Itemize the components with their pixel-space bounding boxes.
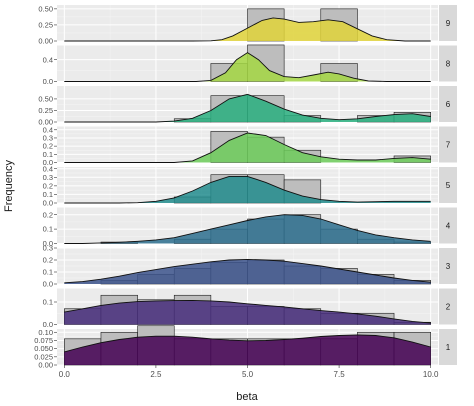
y-tick-label: 0.1 bbox=[43, 150, 53, 159]
facet-strip-label: 8 bbox=[446, 59, 451, 68]
y-tick-label: 0.25 bbox=[38, 106, 53, 115]
y-tick-label: 0.00 bbox=[38, 118, 53, 127]
facet-panel-7: 0.00.10.20.30.4 7 bbox=[43, 125, 457, 167]
y-axis-title: Frequency bbox=[3, 160, 15, 212]
density-line bbox=[64, 132, 431, 163]
y-tick-label: 0.2 bbox=[43, 210, 53, 219]
facet-panel-6: 0.00 0.25 0.50 6 bbox=[38, 86, 457, 127]
y-tick-label: 0.2 bbox=[43, 142, 53, 151]
y-tick-label: 0.00 bbox=[38, 361, 53, 370]
y-tick-label: 0.0 bbox=[43, 199, 53, 208]
density-line bbox=[64, 17, 431, 42]
density-line bbox=[64, 299, 431, 324]
y-tick-label: 0.0 bbox=[43, 77, 53, 86]
facet-panel-4: 0.0 0.1 0.2 4 bbox=[43, 207, 457, 248]
density-line bbox=[64, 175, 431, 204]
facet-strip bbox=[439, 329, 457, 365]
facet-strip bbox=[439, 207, 457, 244]
density-line bbox=[64, 93, 431, 123]
facet-panel-2: 0.0 0.1 2 bbox=[43, 288, 457, 329]
density-area bbox=[64, 133, 431, 163]
y-tick-label: 0.025 bbox=[34, 352, 53, 361]
y-tick-label: 0.1 bbox=[43, 190, 53, 199]
density-line bbox=[64, 334, 431, 353]
density-line bbox=[64, 52, 431, 82]
x-tick-label: 7.5 bbox=[334, 370, 346, 379]
facet-strip bbox=[439, 288, 457, 325]
facet-strip bbox=[439, 5, 457, 41]
facet-strip-label: 9 bbox=[446, 19, 451, 28]
y-tick-label: 0.3 bbox=[43, 173, 53, 182]
facet-panel-8: 0.0 0.4 8 bbox=[43, 44, 457, 86]
facet-strip-label: 6 bbox=[446, 100, 451, 109]
x-tick-label: 2.5 bbox=[150, 370, 162, 379]
y-tick-label: 0.1 bbox=[43, 298, 53, 307]
y-tick-label: 0.0 bbox=[43, 158, 53, 167]
y-tick-label: 0.2 bbox=[43, 256, 53, 265]
y-tick-label: 0.50 bbox=[38, 4, 53, 13]
facet-strip bbox=[439, 45, 457, 82]
facet-strip bbox=[439, 126, 457, 163]
facet-strip-label: 1 bbox=[446, 343, 451, 352]
y-tick-label: 0.0 bbox=[43, 320, 53, 329]
y-tick-label: 0.050 bbox=[34, 344, 53, 353]
y-tick-label: 0.3 bbox=[43, 134, 53, 143]
facet-panel-9: 0.00 0.25 0.50 9 bbox=[38, 4, 457, 46]
y-tick-label: 0.25 bbox=[38, 21, 53, 30]
y-tick-label: 0.10 bbox=[38, 328, 53, 337]
facet-strip-label: 3 bbox=[446, 262, 451, 271]
facet-strip-label: 2 bbox=[446, 302, 451, 311]
y-tick-label: 0.4 bbox=[43, 125, 53, 134]
facet-panel-3: 0.0 0.1 0.2 0.3 3 bbox=[43, 244, 457, 289]
x-axis-title: beta bbox=[236, 391, 258, 403]
y-tick-label: 0.2 bbox=[43, 181, 53, 190]
facet-strip-label: 4 bbox=[446, 221, 451, 230]
density-area bbox=[64, 214, 431, 244]
y-tick-label: 0.3 bbox=[43, 244, 53, 253]
x-tick-label: 10.0 bbox=[423, 370, 439, 379]
y-tick-label: 0.075 bbox=[34, 336, 53, 345]
density-line bbox=[64, 258, 431, 284]
density-area bbox=[64, 334, 431, 365]
y-tick-label: 0.4 bbox=[43, 55, 53, 64]
y-tick-label: 0.00 bbox=[38, 37, 53, 46]
y-tick-label: 0.50 bbox=[38, 95, 53, 104]
y-tick-label: 0.1 bbox=[43, 268, 53, 277]
facet-strip-label: 7 bbox=[446, 140, 451, 149]
x-tick-label: 0.0 bbox=[59, 370, 71, 379]
facet-panel-5: 0.00.10.20.30.4 5 bbox=[43, 164, 457, 208]
y-tick-label: 0.1 bbox=[43, 225, 53, 234]
facet-strip bbox=[439, 167, 457, 203]
x-tick-label: 5.0 bbox=[242, 370, 254, 379]
density-area bbox=[64, 17, 431, 41]
density-area bbox=[64, 94, 431, 122]
density-line bbox=[64, 214, 431, 244]
facet-strip bbox=[439, 248, 457, 284]
facet-strip-label: 5 bbox=[446, 181, 451, 190]
facet-strip bbox=[439, 86, 457, 122]
x-axis: 0.0 2.5 5.0 7.5 10.0 bbox=[59, 365, 439, 379]
y-tick-label: 0.0 bbox=[43, 280, 53, 289]
density-area bbox=[64, 176, 431, 203]
y-tick-label: 0.0 bbox=[43, 239, 53, 248]
density-area bbox=[64, 259, 431, 284]
density-area bbox=[64, 300, 431, 325]
y-tick-label: 0.4 bbox=[43, 164, 53, 173]
